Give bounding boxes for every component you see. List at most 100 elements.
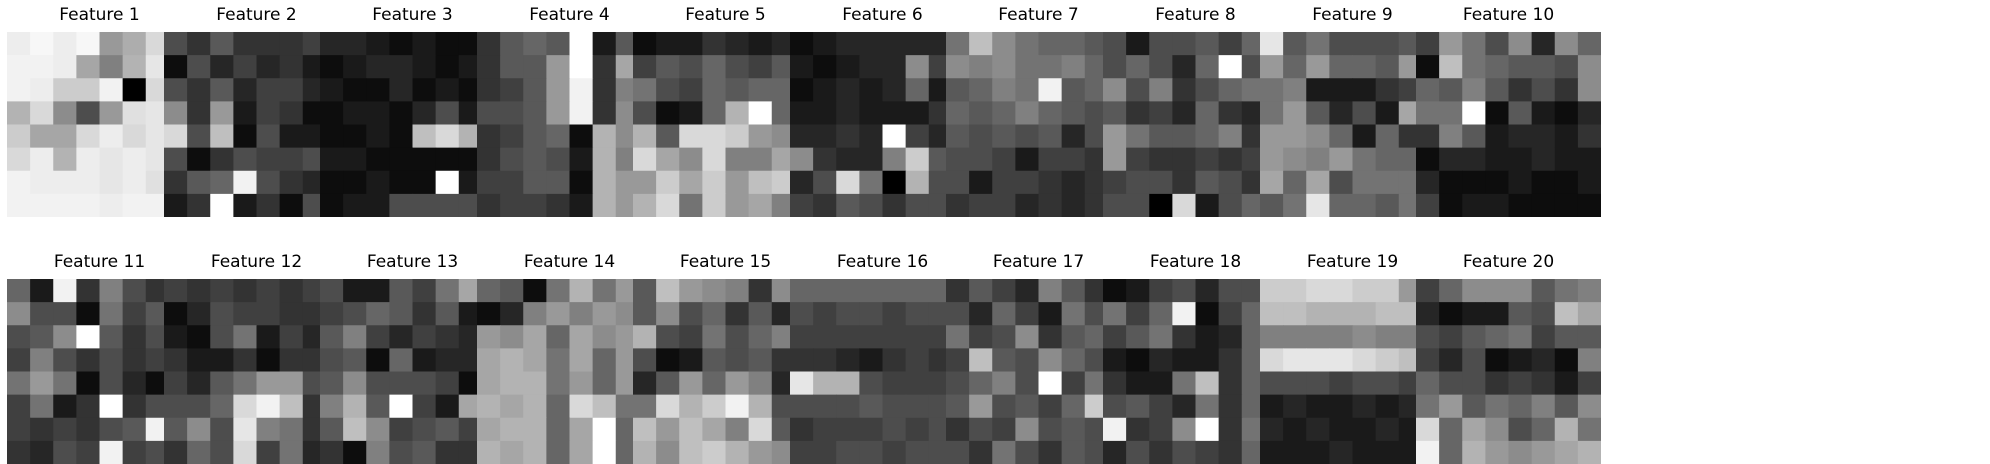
heatmap-cell	[992, 325, 1016, 349]
heatmap-cell	[435, 101, 460, 126]
heatmap-cell	[859, 55, 884, 79]
heatmap-cell	[145, 279, 170, 303]
heatmap-cell	[790, 55, 814, 79]
heatmap-cell	[1329, 193, 1354, 217]
heatmap-cell	[882, 124, 907, 149]
heatmap-cell	[1508, 124, 1533, 149]
heatmap-cell	[1306, 371, 1330, 396]
heatmap-cell	[1508, 279, 1533, 303]
heatmap-cell	[1283, 417, 1307, 442]
panel-title: Feature 11	[53, 252, 146, 272]
heatmap-cell	[946, 170, 970, 195]
heatmap-cell	[1439, 325, 1463, 349]
heatmap-cell	[1577, 147, 1601, 172]
heatmap-cell	[1554, 371, 1579, 396]
heatmap-cell	[435, 325, 460, 349]
heatmap-cell	[725, 32, 750, 56]
heatmap-cell	[859, 32, 884, 56]
heatmap-cell	[790, 394, 814, 419]
heatmap-cell	[477, 302, 501, 326]
heatmap-cell	[1241, 394, 1266, 419]
heatmap-cell	[771, 170, 796, 195]
heatmap-cell	[946, 325, 970, 349]
heatmap-cell	[882, 394, 907, 419]
heatmap-cell	[435, 279, 460, 303]
heatmap-cell	[187, 55, 211, 79]
heatmap-cell	[389, 78, 414, 102]
heatmap-cell	[969, 417, 993, 442]
heatmap-cell	[523, 325, 547, 349]
heatmap-cell	[458, 348, 483, 373]
heatmap-cell	[725, 440, 750, 464]
heatmap-cell	[1531, 417, 1556, 442]
heatmap-cell	[164, 32, 188, 56]
heatmap-cell	[992, 101, 1016, 126]
heatmap-cell	[1554, 440, 1579, 464]
heatmap-cell	[1531, 78, 1556, 102]
panel-title: Feature 1	[59, 5, 140, 25]
heatmap-cell	[1531, 124, 1556, 149]
heatmap-cell	[969, 279, 993, 303]
heatmap-cell	[477, 325, 501, 349]
heatmap-cell	[1126, 124, 1150, 149]
heatmap-cell	[30, 32, 54, 56]
heatmap-cell	[7, 348, 31, 373]
heatmap-cell	[458, 55, 483, 79]
heatmap-cell	[633, 394, 657, 419]
heatmap-cell	[343, 417, 367, 442]
heatmap-cell	[1218, 394, 1243, 419]
heatmap-cell	[1485, 417, 1510, 442]
heatmap-cell	[523, 394, 547, 419]
heatmap-cell	[1352, 371, 1377, 396]
heatmap-cell	[1061, 417, 1086, 442]
heatmap-cell	[210, 78, 234, 102]
heatmap-cell	[1103, 124, 1127, 149]
heatmap-cell	[477, 32, 501, 56]
heatmap-cell	[1283, 55, 1307, 79]
heatmap-cell	[748, 147, 773, 172]
heatmap-cell	[1375, 348, 1400, 373]
heatmap-cell	[1508, 170, 1533, 195]
heatmap-cell	[1462, 55, 1486, 79]
panel-title: Feature 2	[216, 5, 297, 25]
heatmap-cell	[1038, 279, 1063, 303]
heatmap-cell	[1306, 32, 1330, 56]
heatmap-cell	[546, 147, 571, 172]
heatmap-cell	[1485, 78, 1510, 102]
heatmap-cell	[1375, 279, 1400, 303]
heatmap-cell	[164, 170, 188, 195]
heatmap-cell	[1103, 417, 1127, 442]
heatmap-cell	[500, 348, 524, 373]
heatmap-cell	[1531, 371, 1556, 396]
heatmap-cell	[1283, 440, 1307, 464]
heatmap-cell	[53, 394, 77, 419]
heatmap-cell	[320, 325, 344, 349]
heatmap-cell	[656, 348, 680, 373]
heatmap-cell	[702, 78, 727, 102]
heatmap-cell	[53, 170, 77, 195]
heatmap-cell	[1352, 32, 1377, 56]
heatmap-cell	[233, 78, 258, 102]
heatmap-cell	[279, 101, 304, 126]
heatmap-cell	[53, 78, 77, 102]
heatmap-cell	[233, 147, 258, 172]
heatmap-cell	[1015, 101, 1040, 126]
heatmap-cell	[702, 147, 727, 172]
heatmap-cell	[279, 124, 304, 149]
heatmap-cell	[1416, 170, 1440, 195]
heatmap-cell	[187, 32, 211, 56]
heatmap-cell	[1375, 193, 1400, 217]
heatmap-cell	[256, 348, 281, 373]
heatmap-cell	[656, 371, 680, 396]
heatmap-cell	[1439, 78, 1463, 102]
heatmap-cell	[1531, 394, 1556, 419]
heatmap-cell	[164, 394, 188, 419]
heatmap-cell	[633, 101, 657, 126]
heatmap-cell	[1577, 371, 1601, 396]
heatmap-cell	[122, 55, 147, 79]
heatmap-cell	[748, 101, 773, 126]
heatmap-cell	[279, 78, 304, 102]
heatmap-cell	[1218, 124, 1243, 149]
heatmap-cell	[30, 371, 54, 396]
heatmap-cell	[1260, 440, 1284, 464]
